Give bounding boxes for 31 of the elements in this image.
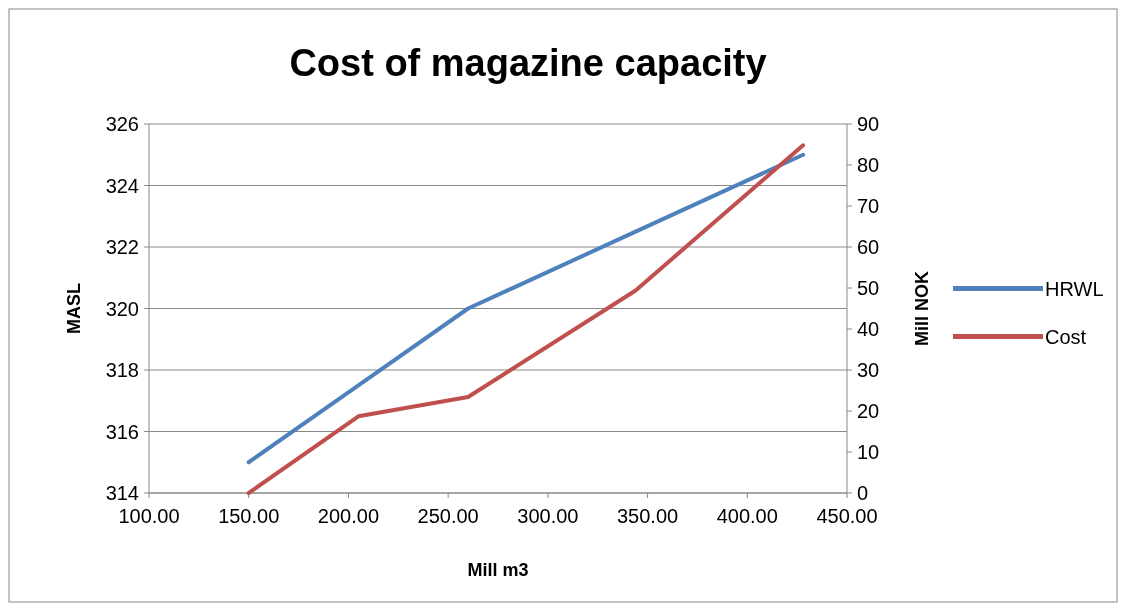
y2-tick-label: 60 [857,236,880,258]
legend-label: Cost [1045,325,1087,348]
x-tick-label: 250.00 [417,505,479,527]
y2-tick-label: 30 [857,359,880,381]
y2-tick-label: 20 [857,400,880,422]
y-tick-label: 326 [105,113,139,135]
y-axis-title: MASL [64,283,84,334]
y-tick-label: 314 [105,482,139,504]
y2-tick-label: 90 [857,113,880,135]
y2-axis-title: Mill NOK [912,271,932,346]
y2-tick-label: 80 [857,154,880,176]
y-tick-label: 324 [105,174,139,197]
y2-tick-label: 50 [857,277,880,299]
x-tick-label: 400.00 [716,505,778,527]
x-tick-label: 350.00 [616,505,679,527]
y2-tick-label: 70 [857,195,880,217]
y2-tick-label: 40 [857,318,880,340]
y2-tick-label: 10 [857,441,880,463]
legend-label: HRWL [1045,277,1104,300]
chart-title: Cost of magazine capacity [289,42,767,84]
x-tick-label: 200.00 [317,505,380,527]
x-tick-label: 150.00 [218,505,280,527]
x-tick-label: 450.00 [816,505,878,527]
y2-tick-label: 0 [857,482,869,504]
y-tick-label: 322 [105,236,139,258]
x-tick-label: 300.00 [517,505,579,527]
x-tick-label: 100.00 [118,505,180,527]
y-tick-label: 316 [105,420,139,443]
x-axis-title: Mill m3 [467,560,529,580]
y-tick-label: 318 [105,359,139,381]
y-tick-label: 320 [105,297,139,320]
